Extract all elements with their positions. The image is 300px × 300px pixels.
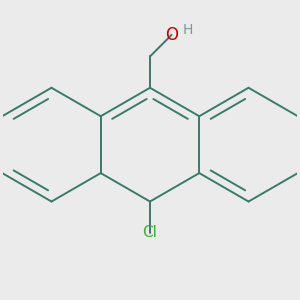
Text: H: H <box>182 23 193 37</box>
Text: Cl: Cl <box>142 225 158 240</box>
Text: O: O <box>165 26 178 44</box>
